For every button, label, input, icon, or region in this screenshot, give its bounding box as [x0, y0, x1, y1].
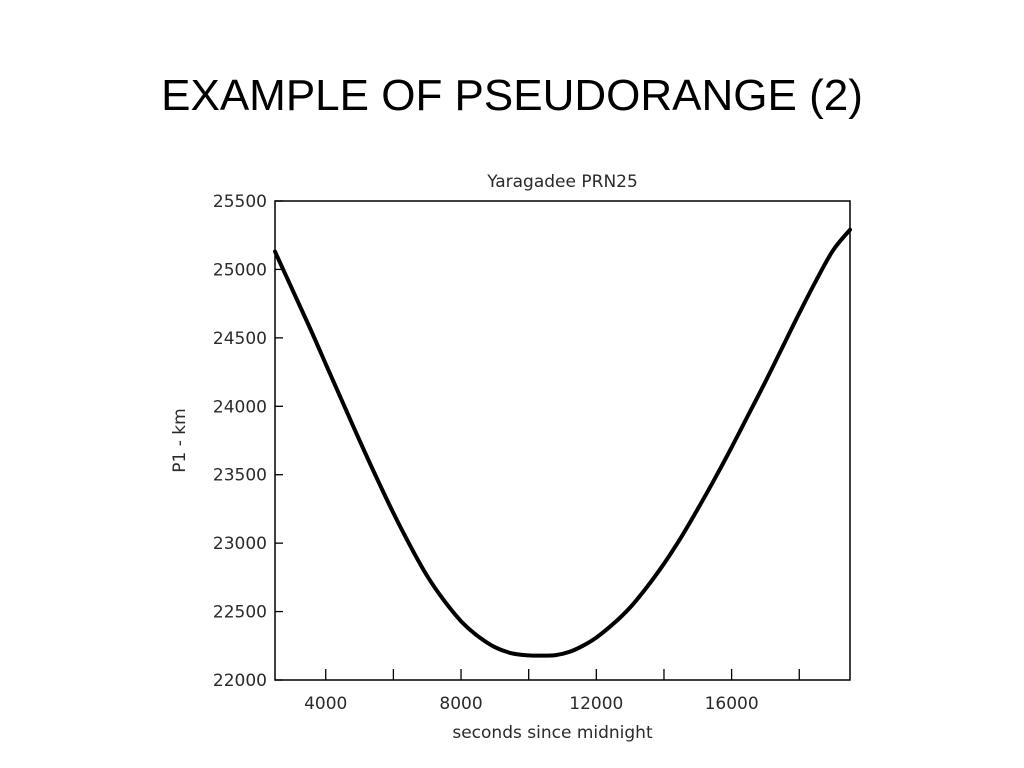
x-tick-label: 8000 [439, 694, 482, 714]
y-tick-label: 24000 [213, 397, 267, 417]
y-tick-label: 25000 [213, 260, 267, 280]
y-tick-label: 23500 [213, 466, 267, 486]
y-axis: 22000 22500 23000 23500 24000 24500 25000 25500 [213, 192, 283, 691]
y-tick-label: 22000 [213, 671, 267, 691]
y-tick-label: 25500 [213, 192, 267, 212]
y-tick-label: 24500 [213, 329, 267, 349]
series-line-p1 [273, 227, 852, 658]
x-tick-label: 16000 [705, 694, 759, 714]
chart-title: Yaragadee PRN25 [486, 172, 638, 192]
plot-frame [274, 200, 851, 681]
x-tick-label: 4000 [304, 694, 347, 714]
y-tick-label: 22500 [213, 603, 267, 623]
slide-title: EXAMPLE OF PSEUDORANGE (2) [161, 71, 863, 120]
x-axis: 4000 8000 12000 16000 [304, 669, 800, 714]
y-axis-label: P1 - km [170, 408, 190, 472]
y-tick-label: 23000 [213, 534, 267, 554]
x-tick-label: 12000 [569, 694, 623, 714]
x-axis-label: seconds since midnight [452, 723, 653, 743]
